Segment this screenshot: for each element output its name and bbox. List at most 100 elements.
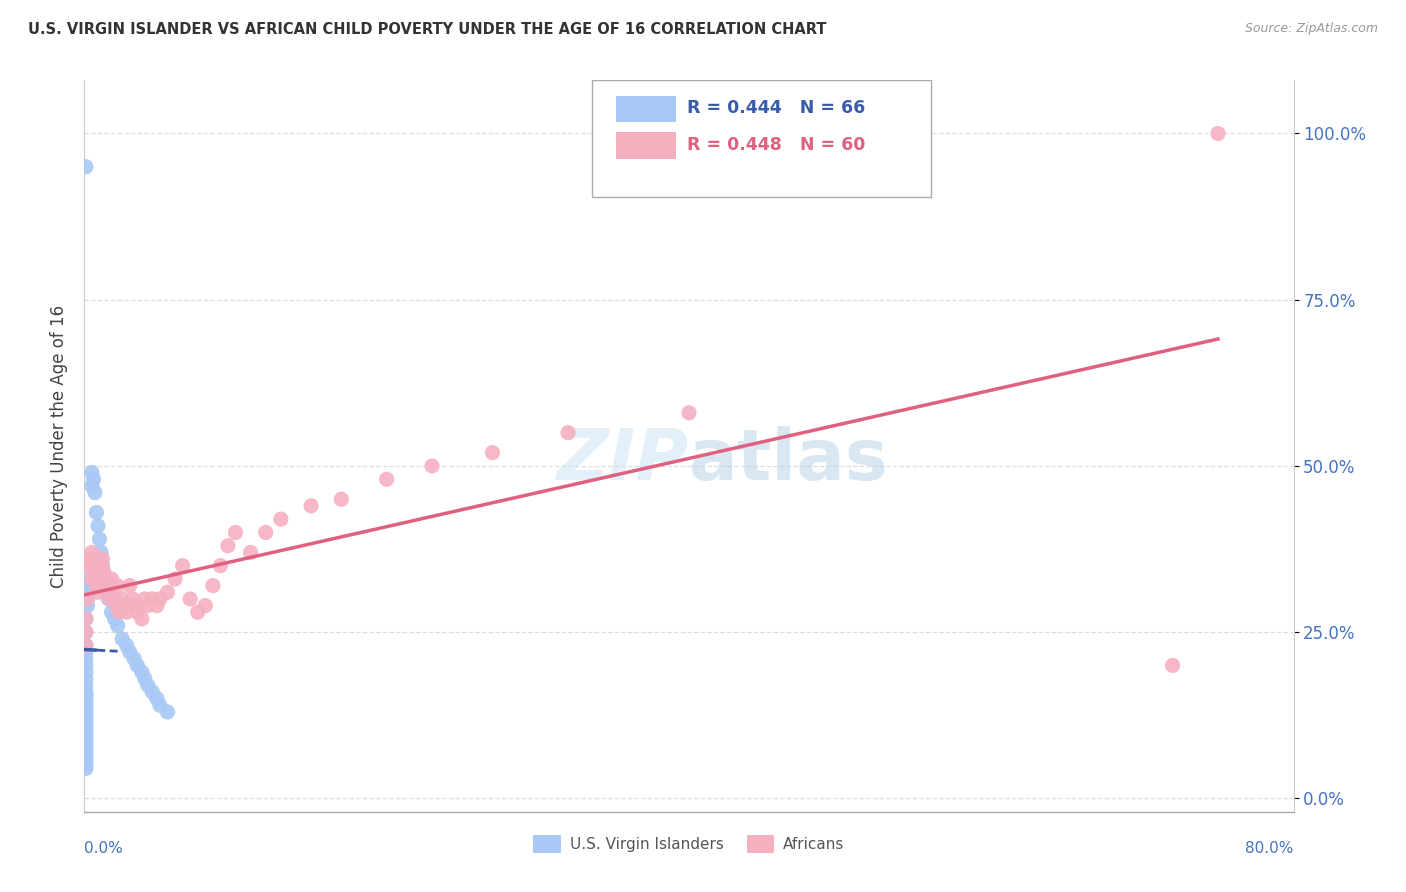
Point <box>481 445 503 459</box>
Point <box>156 585 179 599</box>
Point <box>330 492 353 507</box>
Point <box>118 645 141 659</box>
Point <box>96 585 118 599</box>
Point <box>122 652 145 666</box>
Y-axis label: Child Poverty Under the Age of 16: Child Poverty Under the Age of 16 <box>49 304 67 588</box>
Point <box>75 672 97 686</box>
Point <box>75 691 97 706</box>
Point <box>75 728 97 742</box>
Point <box>75 762 97 776</box>
Point <box>75 685 97 699</box>
Point <box>75 741 97 756</box>
FancyBboxPatch shape <box>616 95 676 122</box>
Point <box>107 579 129 593</box>
Point <box>89 572 111 586</box>
Point <box>107 618 129 632</box>
Point <box>86 506 108 520</box>
Point <box>127 658 149 673</box>
Point <box>76 599 98 613</box>
Point <box>111 591 134 606</box>
Point <box>146 691 169 706</box>
Point <box>118 579 141 593</box>
Text: R = 0.444   N = 66: R = 0.444 N = 66 <box>686 99 865 117</box>
Point <box>77 558 100 573</box>
Point <box>89 532 111 546</box>
Point <box>104 591 127 606</box>
Point <box>87 518 110 533</box>
Point <box>75 714 97 729</box>
Point <box>76 591 98 606</box>
Point <box>75 652 97 666</box>
Point <box>97 585 120 599</box>
Point <box>93 572 115 586</box>
Point <box>149 698 172 713</box>
Point <box>75 645 97 659</box>
Point <box>105 599 128 613</box>
Point <box>217 539 239 553</box>
Point <box>115 605 138 619</box>
Point <box>115 639 138 653</box>
Point <box>87 585 110 599</box>
Point <box>141 685 163 699</box>
Point <box>96 579 118 593</box>
Point <box>75 695 97 709</box>
Text: ZIP: ZIP <box>557 426 689 495</box>
Point <box>299 499 322 513</box>
Point <box>75 731 97 746</box>
Point <box>678 406 700 420</box>
Point <box>84 485 107 500</box>
Text: 80.0%: 80.0% <box>1246 841 1294 856</box>
Point <box>209 558 232 573</box>
Point <box>93 566 115 580</box>
Point <box>75 735 97 749</box>
Point <box>75 612 97 626</box>
Point <box>108 605 131 619</box>
Text: U.S. VIRGIN ISLANDER VS AFRICAN CHILD POVERTY UNDER THE AGE OF 16 CORRELATION CH: U.S. VIRGIN ISLANDER VS AFRICAN CHILD PO… <box>28 22 827 37</box>
Point <box>420 458 443 473</box>
Point <box>75 738 97 752</box>
Point <box>75 705 97 719</box>
Point <box>225 525 247 540</box>
Point <box>75 639 97 653</box>
Point <box>127 605 149 619</box>
Point <box>121 591 143 606</box>
Point <box>79 552 101 566</box>
Point <box>75 625 97 640</box>
Point <box>375 472 398 486</box>
Point <box>163 572 186 586</box>
Point <box>75 751 97 765</box>
FancyBboxPatch shape <box>616 132 676 159</box>
Point <box>254 525 277 540</box>
Point <box>179 591 201 606</box>
Point <box>79 572 101 586</box>
Point <box>82 472 104 486</box>
Point <box>131 612 153 626</box>
Point <box>270 512 292 526</box>
Point <box>75 725 97 739</box>
Point <box>75 748 97 763</box>
Point <box>146 599 169 613</box>
Point <box>75 612 97 626</box>
Text: R = 0.448   N = 60: R = 0.448 N = 60 <box>686 136 865 153</box>
Point <box>75 625 97 640</box>
Point <box>80 466 103 480</box>
Point <box>80 572 103 586</box>
Point <box>194 599 217 613</box>
Point <box>136 678 159 692</box>
Text: Source: ZipAtlas.com: Source: ZipAtlas.com <box>1244 22 1378 36</box>
Text: 0.0%: 0.0% <box>84 841 124 856</box>
Point <box>134 591 156 606</box>
Point <box>76 591 98 606</box>
Point <box>1161 658 1184 673</box>
Text: atlas: atlas <box>689 426 889 495</box>
Point <box>122 599 145 613</box>
Point <box>77 585 100 599</box>
Point <box>75 698 97 713</box>
Point <box>557 425 579 440</box>
Point <box>75 718 97 732</box>
Point <box>75 689 97 703</box>
Point <box>75 708 97 723</box>
Point <box>98 591 121 606</box>
Point <box>172 558 194 573</box>
Point <box>104 612 127 626</box>
